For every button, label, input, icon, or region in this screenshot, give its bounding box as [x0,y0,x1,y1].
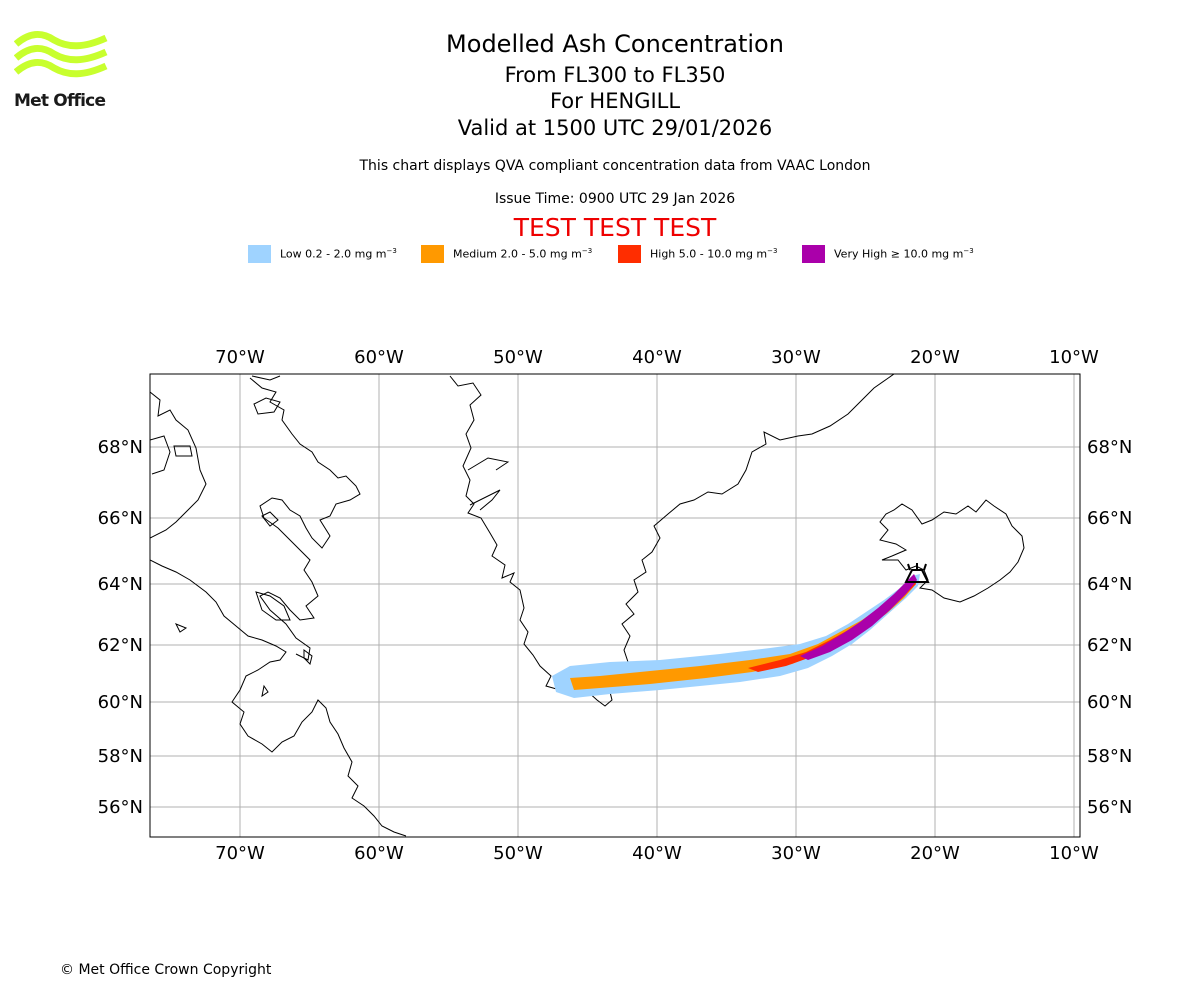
met-office-logo-icon [14,31,108,78]
volcano-marker-icon [904,563,930,583]
lat-label: 58°N [1087,746,1132,767]
lon-labels-bottom: 70°W 60°W 50°W 40°W 30°W 20°W 10°W [215,843,1099,864]
coastlines [150,374,1025,837]
lon-label: 40°W [632,347,682,368]
logo-text: Met Office [14,91,106,111]
volcano-name: For HENGILL [549,89,681,113]
lat-label: 68°N [1087,437,1132,458]
copyright-footer: © Met Office Crown Copyright [60,962,272,978]
valid-time: Valid at 1500 UTC 29/01/2026 [457,116,773,140]
legend-item-high: High 5.0 - 10.0 mg m−3 [618,244,777,264]
legend-swatch-high [618,245,641,263]
lon-label: 40°W [632,843,682,864]
legend-exponent: −3 [581,247,593,256]
lat-label: 64°N [1087,574,1132,595]
legend-item-medium: Medium 2.0 - 5.0 mg m−3 [421,244,592,264]
legend-exponent: −3 [767,247,778,256]
lon-label: 50°W [493,843,543,864]
ash-plume [552,574,920,698]
legend-swatch-very-high [802,245,825,263]
legend-item-low: Low 0.2 - 2.0 mg m−3 [248,244,397,264]
level-range: From FL300 to FL350 [504,63,726,87]
lon-label: 20°W [910,347,960,368]
lat-label: 60°N [98,692,143,713]
lat-label: 58°N [98,746,143,767]
lat-label: 56°N [1087,797,1132,818]
plume-low [552,574,920,698]
issue-time: Issue Time: 0900 UTC 29 Jan 2026 [494,191,736,207]
map-area [150,374,1080,837]
qva-note: This chart displays QVA compliant concen… [359,158,871,174]
lon-label: 20°W [910,843,960,864]
iceland-coastline [879,499,1025,603]
lon-labels-top: 70°W 60°W 50°W 40°W 30°W 20°W 10°W [215,347,1099,368]
plume-very-high [800,574,917,660]
lon-label: 60°W [354,843,404,864]
legend-swatch-medium [421,245,444,263]
lon-label: 60°W [354,347,404,368]
lat-label: 68°N [98,437,143,458]
lat-label: 66°N [98,508,143,529]
lat-labels-right: 68°N 66°N 64°N 62°N 60°N 58°N 56°N [1087,437,1132,818]
legend-label-high: High 5.0 - 10.0 mg m [650,247,768,261]
legend-swatch-low [248,245,271,263]
greenland-coastline [449,374,895,707]
legend-exponent: −3 [386,247,397,256]
lon-label: 10°W [1049,347,1099,368]
lat-label: 66°N [1087,508,1132,529]
test-banner: TEST TEST TEST [513,213,717,242]
lon-label: 70°W [215,843,265,864]
legend-item-very-high: Very High ≥ 10.0 mg m−3 [802,244,974,264]
labrador-coastline [150,559,407,837]
lon-label: 70°W [215,347,265,368]
lat-label: 60°N [1087,692,1132,713]
lon-label: 30°W [771,347,821,368]
lat-label: 56°N [98,797,143,818]
legend-label-very-high: Very High ≥ 10.0 mg m [834,247,964,261]
lat-label: 62°N [1087,635,1132,656]
baffin-coastline [249,377,361,661]
legend-exponent: −3 [963,247,974,256]
lon-label: 50°W [493,347,543,368]
lat-label: 64°N [98,574,143,595]
chart-title: Modelled Ash Concentration [446,30,784,58]
lon-label: 10°W [1049,843,1099,864]
legend-label-medium: Medium 2.0 - 5.0 mg m [453,247,582,261]
lat-label: 62°N [98,635,143,656]
lon-label: 30°W [771,843,821,864]
map-frame [149,373,1081,838]
legend-label-low: Low 0.2 - 2.0 mg m [280,247,387,261]
lat-labels-left: 68°N 66°N 64°N 62°N 60°N 58°N 56°N [98,437,143,818]
